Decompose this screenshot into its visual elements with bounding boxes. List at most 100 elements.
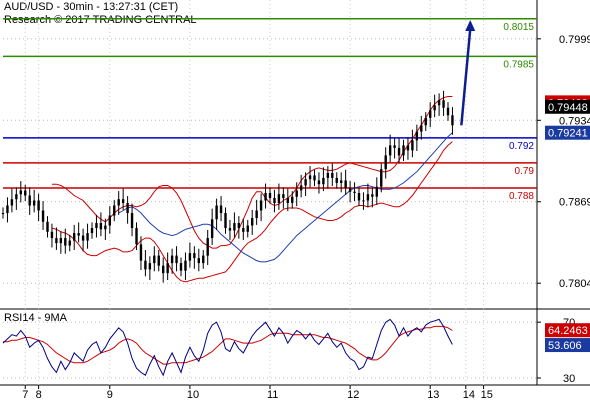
rsi-tag-bg (545, 338, 590, 353)
y-tick-label: 0.7869 (559, 197, 590, 209)
candle (15, 187, 18, 210)
candle (393, 138, 396, 159)
candle-body (437, 100, 441, 106)
level-labels: 0.804 0.8015 0.7985 0.792 0.79 0.788 (503, 0, 534, 202)
candle-body (335, 177, 338, 183)
candle-body (348, 187, 352, 192)
candle (32, 189, 36, 213)
candle (299, 174, 303, 198)
candle-body (295, 190, 298, 197)
candle (228, 219, 232, 240)
candle-body (202, 255, 205, 264)
candle-body (126, 202, 129, 214)
candle (1, 207, 5, 219)
candle-body (375, 186, 378, 197)
candle-body (108, 215, 111, 226)
candle (429, 102, 432, 128)
x-tick-label: 12 (347, 389, 359, 400)
candle (166, 252, 169, 281)
candle-body (86, 233, 89, 241)
candle-body (32, 200, 36, 206)
candle (273, 189, 276, 213)
level-label: 0.8015 (503, 22, 534, 33)
candle (175, 246, 178, 272)
candle-body (99, 223, 103, 230)
candle-body (411, 140, 414, 151)
candle (50, 223, 54, 248)
candle-body (433, 105, 436, 111)
candle-body (179, 263, 183, 271)
price-tag-ma: 0.79241 (545, 125, 590, 140)
x-tick-label: 13 (427, 389, 439, 400)
candle-body (117, 199, 120, 206)
candle (24, 184, 27, 202)
candle-body (104, 225, 107, 230)
candle (331, 163, 334, 187)
x-tick-label: 8 (36, 389, 42, 400)
candle-body (175, 255, 178, 264)
candles (1, 90, 454, 283)
candle-body (255, 210, 258, 219)
candle (86, 223, 89, 249)
candle (446, 102, 450, 121)
candle-body (19, 190, 22, 195)
candle (210, 208, 214, 245)
candle-body (366, 194, 370, 201)
level-label: 0.804 (509, 0, 534, 1)
candle (366, 183, 370, 208)
candle (291, 191, 294, 209)
candle-body (242, 228, 245, 232)
candle-body (402, 145, 405, 156)
candle-body (90, 228, 94, 234)
candle (242, 218, 245, 240)
rsi-tag-bg (545, 323, 590, 338)
candle (353, 182, 356, 202)
candle (277, 183, 281, 210)
candle (148, 256, 152, 281)
candle-body (264, 192, 267, 201)
moving-average-line (118, 132, 453, 263)
candle (121, 188, 125, 210)
candle (380, 163, 383, 193)
candle-body (210, 219, 214, 239)
candle-body (451, 115, 454, 126)
candle (335, 172, 338, 189)
candle-body (73, 233, 76, 241)
candle-body (64, 238, 67, 246)
candle-body (331, 172, 334, 178)
rsi-tag-label: 53.606 (548, 340, 582, 352)
candle-body (50, 231, 54, 239)
candle-body (130, 213, 134, 229)
candle-body (299, 185, 303, 191)
candle-body (393, 145, 396, 148)
candle-body (353, 191, 356, 193)
candle-body (170, 255, 174, 264)
candle (340, 172, 343, 193)
y-tick-label: 0.7934 (559, 115, 590, 127)
candle (162, 257, 165, 283)
candle-body (81, 235, 85, 241)
candle (433, 94, 436, 118)
candle-body (317, 180, 321, 185)
candle-body (55, 238, 58, 244)
candle (202, 249, 205, 269)
candle (170, 248, 174, 274)
grid (0, 0, 590, 386)
price-tag-label: 0.79448 (548, 102, 588, 114)
candle-body (193, 253, 196, 259)
candle-body (139, 244, 143, 261)
candle (126, 196, 129, 224)
candle (424, 112, 427, 131)
candle (130, 203, 134, 237)
candle-body (148, 263, 152, 270)
candle-body (24, 190, 27, 196)
candle-body (326, 172, 330, 178)
arrow-shaft (460, 28, 472, 126)
price-tag-bg (545, 99, 590, 114)
rsi-tag-ma: 64.2463 (545, 323, 590, 338)
candle-body (313, 175, 316, 181)
candle-body (406, 145, 410, 151)
candle-body (68, 240, 71, 246)
support-resistance-levels (3, 18, 537, 189)
